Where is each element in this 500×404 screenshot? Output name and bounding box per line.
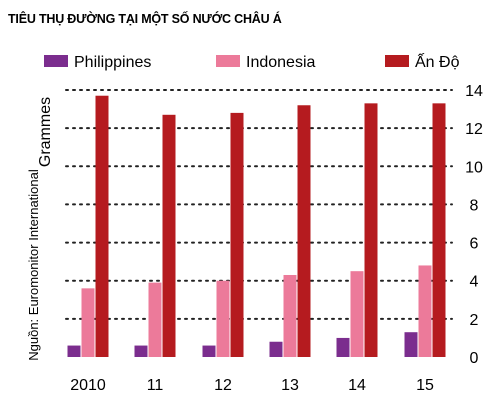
bar-14-2 (364, 103, 378, 357)
y-tick-0: 0 (470, 350, 479, 367)
chart-title: TIÊU THỤ ĐƯỜNG TẠI MỘT SỐ NƯỚC CHÂU Á (8, 11, 282, 26)
bar-13-1 (283, 274, 297, 357)
bar-13-0 (269, 341, 283, 357)
bar-2010-0 (67, 345, 81, 357)
x-tick-13: 13 (281, 377, 299, 394)
bar-11-2 (162, 114, 176, 358)
legend-label-1: Indonesia (246, 54, 315, 71)
gridlines (65, 89, 453, 320)
x-tick-14: 14 (348, 377, 366, 394)
y-tick-6: 6 (470, 236, 479, 253)
bar-13-2 (297, 105, 311, 357)
bars (67, 95, 446, 358)
bar-11-0 (134, 345, 148, 357)
bar-14-1 (350, 271, 364, 357)
bar-11-1 (148, 282, 162, 357)
x-tick-11: 11 (147, 377, 164, 394)
bar-2010-1 (81, 288, 95, 357)
bar-15-0 (404, 332, 418, 357)
bar-12-0 (202, 345, 216, 357)
legend-swatch-0 (44, 55, 68, 67)
source-note: Nguồn: Euromonitor International (26, 169, 41, 361)
y-tick-10: 10 (465, 159, 483, 176)
bar-12-1 (216, 280, 230, 357)
x-tick-12: 12 (214, 377, 232, 394)
bar-15-2 (432, 103, 446, 357)
y-axis-ticks: 0 2 4 6 8 10 12 14 (465, 83, 483, 367)
x-tick-2010: 2010 (70, 377, 106, 394)
y-tick-4: 4 (470, 274, 479, 291)
y-axis-label: Grammes (37, 97, 54, 167)
bar-14-0 (336, 337, 350, 357)
legend-swatch-2 (385, 55, 409, 67)
legend-swatch-1 (216, 55, 240, 67)
bar-15-1 (418, 265, 432, 357)
bar-2010-2 (95, 95, 109, 357)
x-tick-15: 15 (416, 377, 434, 394)
legend: Philippines Indonesia Ấn Độ (44, 52, 460, 71)
y-tick-14: 14 (465, 83, 483, 100)
legend-label-0: Philippines (74, 54, 151, 71)
x-axis-ticks: 2010 11 12 13 14 15 (70, 377, 434, 394)
y-tick-2: 2 (470, 312, 479, 329)
y-tick-8: 8 (470, 197, 479, 214)
y-tick-12: 12 (465, 121, 483, 138)
bar-12-2 (230, 112, 244, 357)
legend-label-2: Ấn Độ (415, 52, 460, 71)
